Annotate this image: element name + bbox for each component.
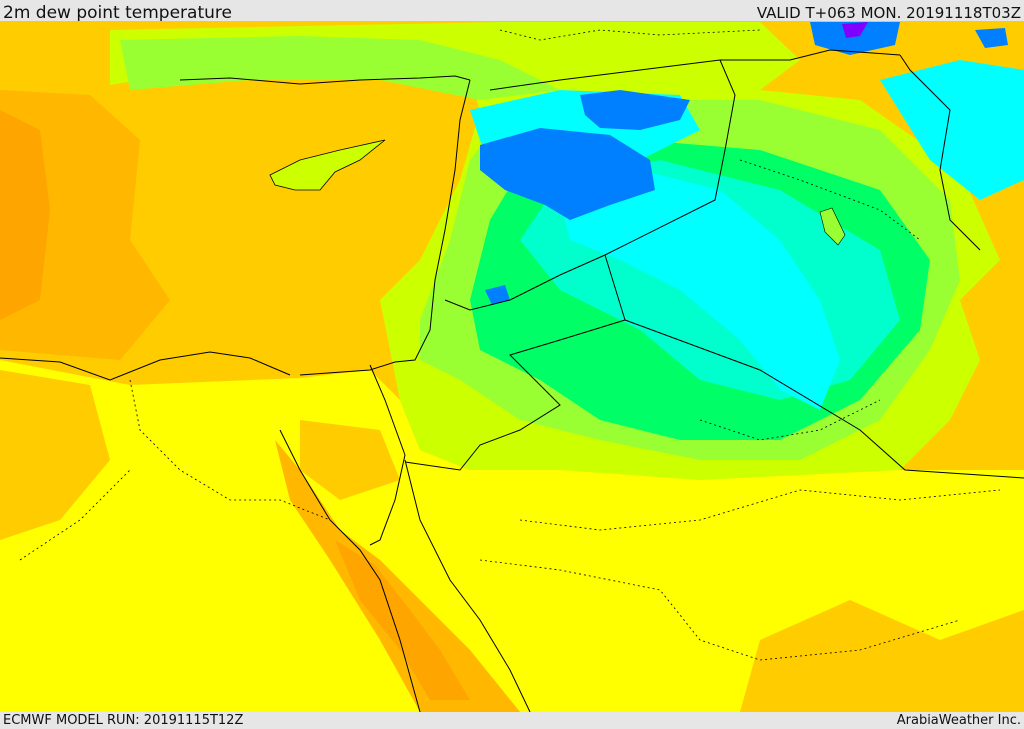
credit-label: ArabiaWeather Inc. [896,713,1021,728]
purple-patch [842,22,868,38]
mediterranean-deep-orange [0,110,50,320]
map-title: 2m dew point temperature [3,3,232,23]
blue-patch-syria [480,128,655,220]
levant-coast [299,79,471,376]
internal-boundary-egypt [129,379,331,521]
iraq-saudi-border [624,319,1024,479]
blue-patch-caucasus [810,22,900,55]
egypt-libya-coast [0,351,291,381]
blue-patch-caspian [975,28,1008,48]
internal-boundary-turkey [499,29,761,41]
red-sea-west-coast [279,429,421,712]
header-bar: 2m dew point temperature VALID T+063 MON… [0,0,1024,23]
amber-patch-sinai [300,420,400,500]
iraq-iran-border [899,54,981,251]
turkey-light-green [120,36,560,100]
footer-bar: ECMWF MODEL RUN: 20191115T12Z ArabiaWeat… [0,712,1024,729]
mesopotamia-cyan [560,170,840,410]
eastern-cyan [880,60,1024,200]
internal-boundary-saudi-mid [479,559,961,661]
red-sea-orange [275,440,520,712]
yellow-region-arabia [0,360,1024,712]
dew-point-map [0,21,1024,712]
sinai-border [369,364,406,456]
model-run-label: ECMWF MODEL RUN: 20191115T12Z [3,713,244,728]
syria-iraq-border [559,59,736,276]
red-sea-east-coast [404,459,531,712]
internal-boundary-iraq [739,159,921,241]
gulf-island [819,207,846,246]
amber-patch-libya [0,370,110,540]
aqaba-coast [369,454,406,546]
cyprus-island [269,139,386,191]
valid-time-label: VALID T+063 MON. 20191118T03Z [756,4,1021,22]
amber-patch-southeast [740,600,1024,712]
jordan-saudi-border [404,254,626,471]
turkey-south-coast [179,75,471,85]
syria-jordan-border [444,274,561,311]
blue-patch-turkey [580,90,690,130]
internal-boundary-iraq-south [699,399,881,441]
blue-patch-jordan [485,285,510,305]
deep-orange-red-sea [335,540,470,700]
